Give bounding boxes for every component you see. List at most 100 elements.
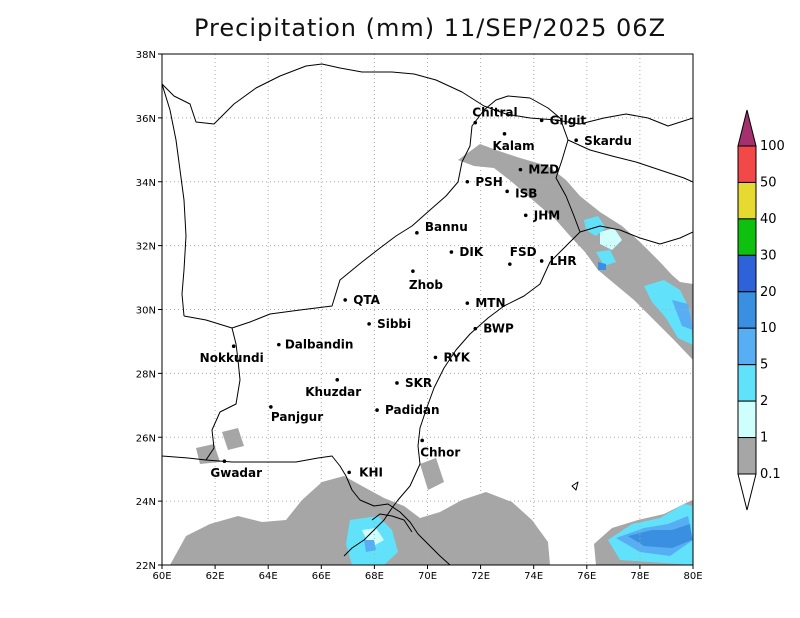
city-label: Chitral <box>472 106 517 120</box>
city-label: DIK <box>459 245 483 259</box>
city-label: Chhor <box>420 445 460 459</box>
x-tick-label: 68E <box>365 571 384 582</box>
kutch-coast <box>371 513 413 533</box>
city-dot <box>465 301 470 305</box>
colorbar-label: 100 <box>760 139 785 154</box>
city-bannu: Bannu <box>415 220 468 235</box>
city-dot <box>343 298 347 302</box>
x-tick-label: 64E <box>259 571 278 582</box>
city-dot <box>508 262 512 266</box>
city-label: MTN <box>475 296 505 310</box>
city-dot <box>269 405 273 409</box>
city-dot <box>367 322 371 326</box>
india-pakistan-border <box>391 117 581 509</box>
y-tick-label: 32N <box>136 242 156 253</box>
city-label: Gilgit <box>550 113 587 127</box>
x-tick-label: 78E <box>630 571 649 582</box>
city-dot <box>518 167 523 172</box>
y-tick-label: 34N <box>136 178 156 189</box>
city-dot <box>505 189 509 194</box>
city-dot <box>502 132 507 136</box>
country-borders <box>162 63 693 565</box>
colorbar-top-arrow <box>737 109 757 147</box>
city-dalbandin: Dalbandin <box>277 338 353 352</box>
afghanistan-west-border <box>162 83 187 317</box>
city-chhor: Chhor <box>420 438 460 459</box>
colorbar-label: 5 <box>760 358 768 373</box>
city-qta: QTA <box>343 293 381 307</box>
city-label: Panjgur <box>271 410 323 424</box>
rain-area-2-east <box>596 250 616 266</box>
rain-area-5-south <box>364 540 376 552</box>
y-tick-label: 36N <box>136 114 156 125</box>
city-gilgit: Gilgit <box>539 113 587 127</box>
rain-area-0.1-sw <box>222 428 244 450</box>
x-axis: 60E 62E 64E 66E 68E 70E 72E 74E 76E 78E 80E <box>152 565 703 582</box>
colorbar-label: 10 <box>760 321 777 336</box>
city-label: Nokkundi <box>200 351 264 365</box>
rain-area-1-south <box>362 528 384 548</box>
city-label: SKR <box>405 376 432 390</box>
city-label: Gwadar <box>210 466 262 480</box>
city-label: Zhob <box>409 278 443 292</box>
city-dot <box>277 342 281 347</box>
city-label: LHR <box>550 254 577 268</box>
city-dot <box>539 118 544 123</box>
island <box>571 481 579 491</box>
colorbar-label: 40 <box>760 212 777 227</box>
y-tick-label: 22N <box>136 561 156 572</box>
city-label: JHM <box>533 208 560 222</box>
city-label: Sibbi <box>377 317 411 331</box>
city-dot <box>347 470 351 475</box>
city-dot <box>415 231 419 235</box>
city-dik: DIK <box>449 245 484 259</box>
india-internal-boundary <box>579 225 693 245</box>
city-label: ISB <box>515 186 537 200</box>
city-mzd: MZD <box>518 163 559 177</box>
city-skardu: Skardu <box>574 134 632 148</box>
rain-area-0.1-thar <box>420 458 444 490</box>
city-dot <box>465 179 470 184</box>
city-label: QTA <box>353 293 380 307</box>
colorbar-box <box>737 145 757 183</box>
rain-area-2-ne <box>644 280 693 345</box>
city-dot <box>523 213 528 218</box>
city-dot <box>449 250 454 254</box>
city-label: KHI <box>359 465 383 479</box>
x-tick-label: 76E <box>577 571 596 582</box>
colorbar-label: 50 <box>760 175 777 190</box>
colorbar-label: 1 <box>760 431 768 446</box>
colorbar-label: 0.1 <box>760 467 781 482</box>
city-kalam: Kalam <box>492 132 535 153</box>
city-lhr: LHR <box>539 254 577 268</box>
colorbar-box <box>737 364 757 402</box>
city-panjgur: Panjgur <box>269 405 323 424</box>
city-fsd: FSD <box>508 245 537 266</box>
x-tick-label: 70E <box>418 571 437 582</box>
rain-area-2-north <box>584 216 606 236</box>
city-gwadar: Gwadar <box>210 459 262 480</box>
colorbar-box <box>737 181 757 220</box>
city-isb: ISB <box>505 186 537 200</box>
y-tick-label: 24N <box>136 497 156 508</box>
city-markers: Chitral Gilgit Kalam Skardu MZD PSH ISB JHM Bann… <box>200 106 632 481</box>
precipitation-field <box>170 144 693 565</box>
city-label: Dalbandin <box>285 338 354 352</box>
city-label: RYK <box>443 350 470 364</box>
rain-area-5-ne <box>672 300 693 330</box>
y-axis: 22N 24N 26N 28N 30N 32N 34N 36N 38N <box>136 50 162 572</box>
colorbar-label: 20 <box>760 285 777 300</box>
city-dot <box>222 459 227 464</box>
city-dot <box>433 355 438 360</box>
colorbar: 0.1 1 2 5 10 20 30 40 50 100 <box>737 109 785 511</box>
pakistan-afghanistan-border <box>183 95 561 329</box>
city-dot <box>574 138 578 143</box>
x-tick-label: 62E <box>206 571 225 582</box>
city-nokkundi: Nokkundi <box>200 344 264 365</box>
kashmir-east-boundary <box>567 139 693 183</box>
city-sibbi: Sibbi <box>367 317 411 331</box>
graticule <box>162 54 693 565</box>
map-title: Precipitation (mm) 11/SEP/2025 06Z <box>193 14 667 42</box>
city-zhob: Zhob <box>409 269 443 292</box>
x-tick-label: 66E <box>312 571 331 582</box>
